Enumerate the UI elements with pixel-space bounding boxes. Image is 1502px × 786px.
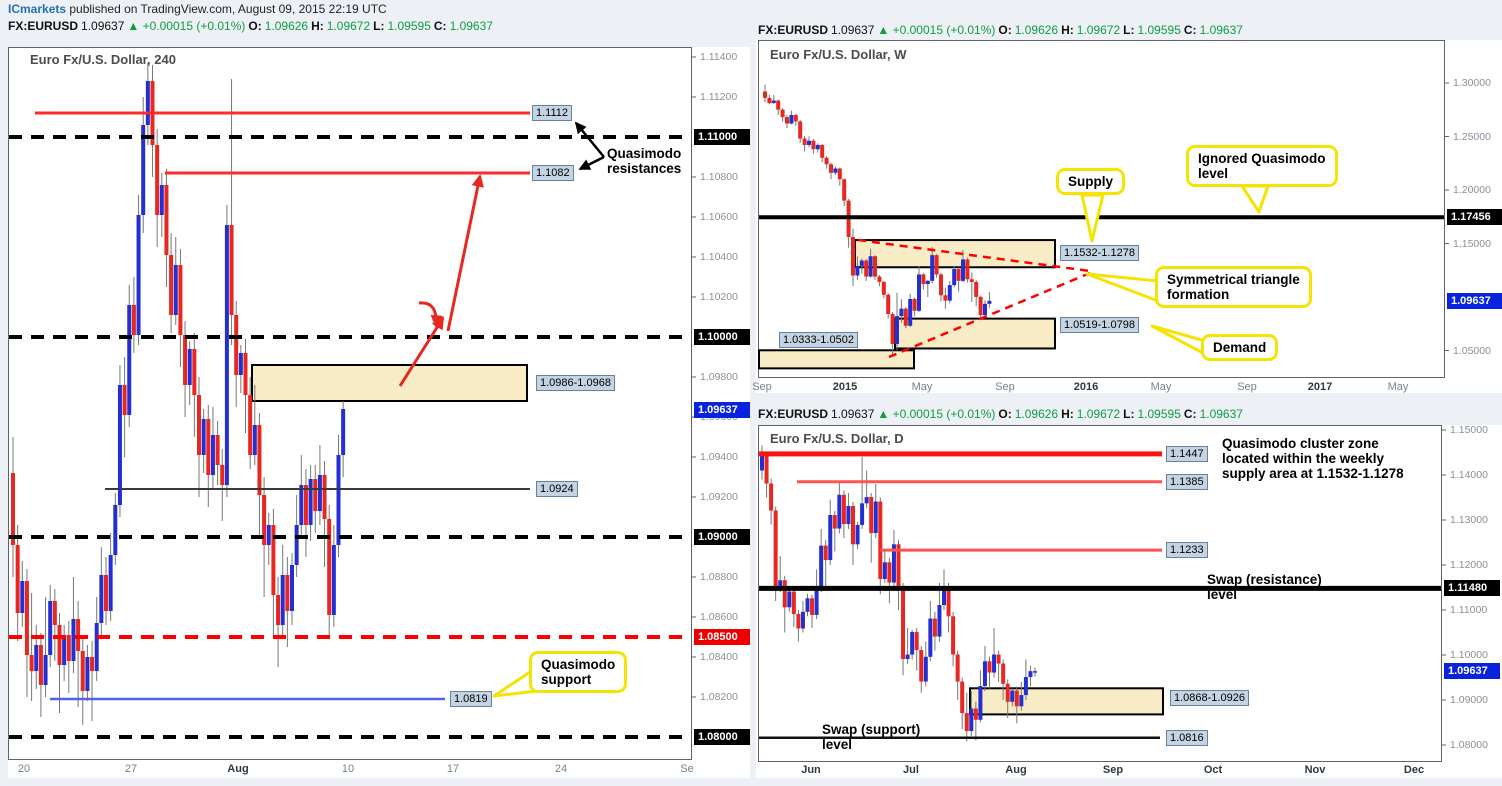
panel-daily [756, 425, 1502, 778]
quote-val: 1.09626 [1014, 407, 1059, 421]
quote-val: 1.09672 [326, 19, 371, 33]
publisher-name: ICmarkets [8, 2, 67, 16]
quote-sym: FX:EURUSD [8, 19, 79, 33]
quote-val: 1.09672 [1076, 23, 1121, 37]
quote-last: 1.09637 [831, 23, 875, 37]
chart-title-240: Euro Fx/U.S. Dollar, 240 [30, 52, 176, 67]
quote-lbl: L: [373, 19, 385, 33]
published-text: published on TradingView.com, August 09,… [66, 2, 387, 16]
quote-line-weekly: FX:EURUSD 1.09637 ▲ +0.00015 (+0.01%) O: 1.0… [758, 23, 1246, 37]
quote-val: 1.09637 [449, 19, 493, 33]
quote-val: 1.09637 [1199, 23, 1243, 37]
quote-sym: FX:EURUSD [758, 23, 829, 37]
quote-val: 1.09595 [387, 19, 431, 33]
quote-lbl: H: [1061, 407, 1074, 421]
quote-val: 1.09595 [1137, 23, 1181, 37]
quote-up: ▲ +0.00015 (+0.01%) [877, 23, 996, 37]
quote-lbl: H: [311, 19, 324, 33]
plot-area-240[interactable] [8, 47, 692, 760]
quote-val: 1.09626 [264, 19, 309, 33]
quote-lbl: C: [1183, 23, 1197, 37]
plot-area-daily[interactable] [758, 425, 1442, 762]
quote-lbl: L: [1123, 407, 1135, 421]
quote-val: 1.09626 [1014, 23, 1059, 37]
plot-area-weekly[interactable] [758, 40, 1445, 378]
chart-title-daily: Euro Fx/U.S. Dollar, D [770, 431, 904, 446]
quote-lbl: O: [998, 407, 1012, 421]
quote-last: 1.09637 [81, 19, 125, 33]
quote-up: ▲ +0.00015 (+0.01%) [877, 407, 996, 421]
quote-val: 1.09637 [1199, 407, 1243, 421]
quote-lbl: C: [433, 19, 447, 33]
quote-sym: FX:EURUSD [758, 407, 829, 421]
quote-lbl: L: [1123, 23, 1135, 37]
quote-lbl: O: [248, 19, 262, 33]
quote-last: 1.09637 [831, 407, 875, 421]
quote-line-daily: FX:EURUSD 1.09637 ▲ +0.00015 (+0.01%) O: 1.0… [758, 407, 1246, 421]
quote-line-240: FX:EURUSD 1.09637 ▲ +0.00015 (+0.01%) O: 1.0… [8, 19, 496, 33]
quote-val: 1.09672 [1076, 407, 1121, 421]
quote-lbl: C: [1183, 407, 1197, 421]
chart-title-weekly: Euro Fx/U.S. Dollar, W [770, 47, 907, 62]
quote-up: ▲ +0.00015 (+0.01%) [127, 19, 246, 33]
publish-header: ICmarkets published on TradingView.com, … [8, 2, 387, 16]
quote-lbl: O: [998, 23, 1012, 37]
quote-val: 1.09595 [1137, 407, 1181, 421]
quote-lbl: H: [1061, 23, 1074, 37]
